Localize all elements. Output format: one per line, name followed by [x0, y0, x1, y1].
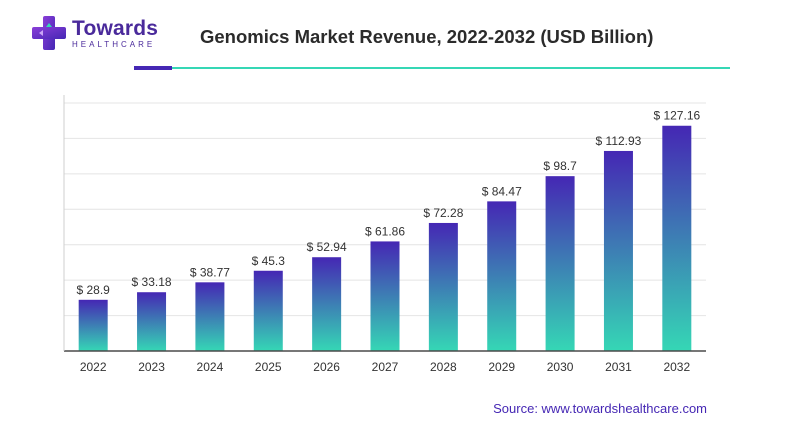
source-credit: Source: www.towardshealthcare.com: [493, 401, 707, 416]
value-label-2030: $ 98.7: [543, 159, 577, 173]
value-label-2032: $ 127.16: [653, 109, 700, 123]
x-tick-label-2027: 2027: [372, 360, 399, 374]
bar-2031: [603, 150, 633, 351]
title-underline: [172, 67, 730, 69]
value-label-2022: $ 28.9: [76, 283, 110, 297]
value-label-2026: $ 52.94: [307, 240, 347, 254]
x-tick-label-2028: 2028: [430, 360, 457, 374]
chart-title: Genomics Market Revenue, 2022-2032 (USD …: [200, 26, 654, 47]
x-tick-label-2029: 2029: [488, 360, 515, 374]
value-label-2028: $ 72.28: [423, 206, 463, 220]
value-label-2023: $ 33.18: [132, 275, 172, 289]
value-labels: $ 28.9 $ 33.18 $ 38.77 $ 45.3 $ 52.94 $ 61.86…: [76, 109, 700, 297]
x-tick-label-2022: 2022: [80, 360, 107, 374]
x-tick-label-2023: 2023: [138, 360, 165, 374]
x-tick-label-2026: 2026: [313, 360, 340, 374]
bar-2029: [487, 201, 517, 351]
bar-2028: [428, 222, 458, 351]
value-label-2029: $ 84.47: [482, 184, 522, 198]
brand-subname: HEALTHCARE: [72, 39, 156, 49]
value-label-2027: $ 61.86: [365, 224, 405, 238]
value-label-2025: $ 45.3: [252, 254, 286, 268]
x-tick-label-2025: 2025: [255, 360, 282, 374]
title-underline-accent: [134, 66, 172, 70]
bar-2024: [195, 282, 225, 351]
bar-2025: [253, 270, 283, 351]
brand-logo: Towards HEALTHCARE: [32, 16, 158, 50]
bars: [78, 125, 692, 351]
x-tick-label-2030: 2030: [547, 360, 574, 374]
bar-2032: [662, 125, 692, 351]
bar-2022: [78, 299, 108, 351]
bar-2026: [312, 257, 342, 351]
medical-cross-icon: [32, 16, 66, 50]
bar-2027: [370, 241, 400, 351]
x-tick-labels: 2022 2023 2024 2025 2026 2027 2028 2029 2030 2031…: [80, 360, 691, 374]
brand-name: Towards: [72, 16, 159, 40]
value-label-2024: $ 38.77: [190, 265, 230, 279]
x-tick-label-2031: 2031: [605, 360, 632, 374]
bar-2023: [137, 292, 167, 351]
x-tick-label-2032: 2032: [663, 360, 690, 374]
x-tick-label-2024: 2024: [197, 360, 224, 374]
value-label-2031: $ 112.93: [596, 134, 642, 148]
bar-2030: [545, 176, 575, 351]
